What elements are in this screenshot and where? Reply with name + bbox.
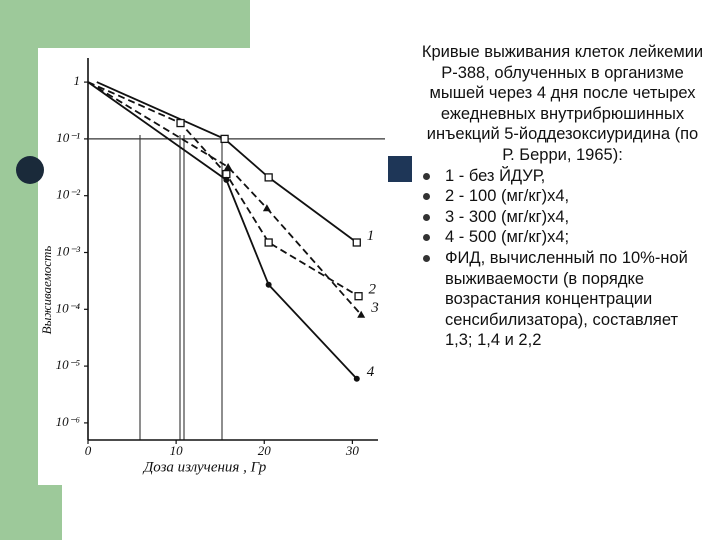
y-tick-label: 10⁻¹ (56, 130, 80, 145)
bullet: 2 - 100 (мг/кг)х4, (423, 186, 710, 207)
point (222, 169, 231, 179)
point (352, 238, 361, 247)
y-tick-label: 10⁻³ (56, 243, 81, 258)
point (224, 163, 233, 171)
text-block: Кривые выживания клеток лейкемии Р-388, … (415, 42, 710, 351)
curve (87, 81, 358, 380)
x-tick-label: 30 (345, 443, 360, 458)
point (265, 281, 272, 288)
point (264, 238, 273, 247)
bullet: 3 - 300 (мг/кг)х4, (423, 207, 710, 228)
y-axis-label: Выживаемость (39, 246, 54, 335)
y-tick-label: 10⁻² (56, 187, 81, 202)
point (220, 134, 229, 144)
point (223, 176, 230, 183)
curve (87, 81, 362, 316)
point (176, 118, 185, 128)
bullet: 4 - 500 (мг/кг)х4; (423, 227, 710, 248)
curve (96, 81, 358, 244)
y-tick-label: 1 (74, 73, 81, 88)
x-tick-label: 0 (85, 443, 92, 458)
x-axis-label: Доза излучения , Гр (142, 459, 267, 475)
scan-area (38, 48, 400, 485)
bullet: ФИД, вычисленный по 10%-ной выживаемости… (423, 248, 710, 351)
point (354, 292, 363, 301)
curve-label: 2 (369, 282, 377, 298)
point (264, 173, 273, 182)
decor-square (388, 156, 412, 182)
caption: Кривые выживания клеток лейкемии Р-388, … (421, 43, 704, 164)
decor-dot (16, 156, 44, 184)
bullet: 1 - без ЙДУР, (423, 166, 710, 187)
point (262, 204, 271, 212)
curve-label: 3 (370, 300, 379, 316)
x-tick-label: 20 (258, 443, 272, 458)
curve-label: 4 (367, 364, 375, 380)
y-tick-label: 10⁻⁵ (56, 357, 81, 372)
y-tick-label: 10⁻⁶ (56, 414, 81, 429)
point (353, 375, 360, 382)
y-tick-label: 10⁻⁴ (56, 300, 81, 315)
curve-label: 1 (367, 228, 375, 244)
x-tick-label: 10 (170, 443, 184, 458)
point (357, 310, 366, 318)
legend-list: 1 - без ЙДУР, 2 - 100 (мг/кг)х4, 3 - 300 (… (415, 166, 710, 351)
